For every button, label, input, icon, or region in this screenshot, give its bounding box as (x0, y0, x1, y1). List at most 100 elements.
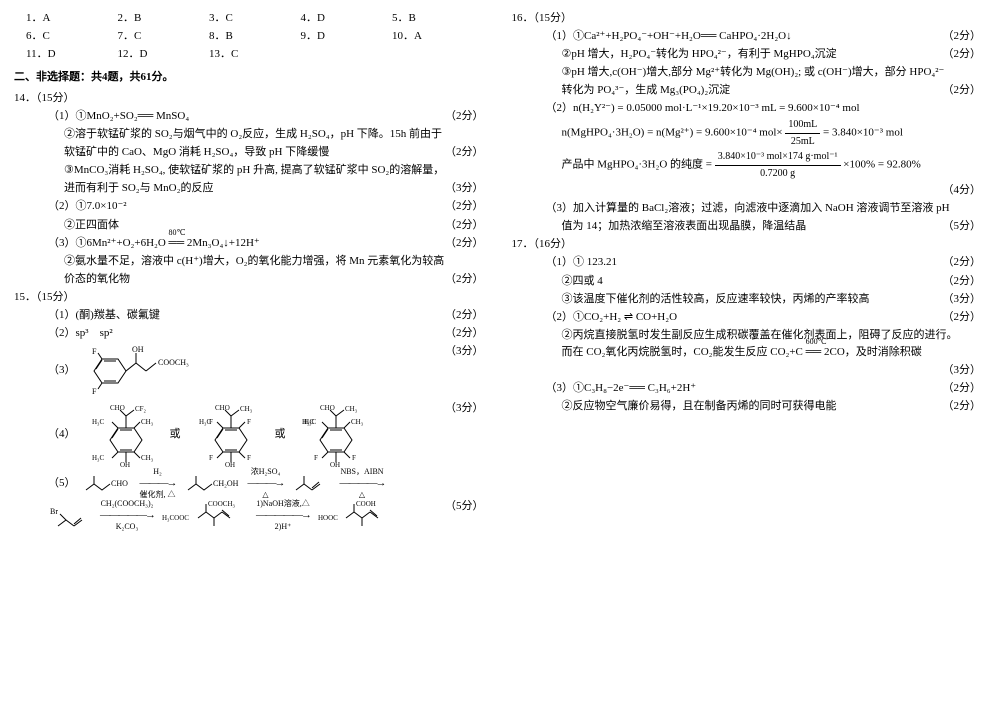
q16-2-1: （2）n(H₂Y²⁻) = 0.05000 mol·L⁻¹×19.20×10⁻³… (512, 100, 982, 117)
svg-text:Br: Br (50, 507, 58, 516)
svg-text:CH₃: CH₃ (240, 405, 253, 413)
svg-text:H₃C: H₃C (92, 418, 104, 426)
svg-text:H₃C: H₃C (302, 418, 314, 426)
q14-2-1: （2）①7.0×10⁻² （2分） (14, 198, 484, 215)
svg-text:OH: OH (120, 461, 130, 468)
eq-lhs: （3）①6Mn²⁺+O₂+6H₂O (48, 237, 166, 249)
structure-4c-icon: CHOH₃CCH₃ H₃CCH₃ FF OH (292, 402, 374, 468)
or-1: 或 (170, 426, 181, 443)
q-text: （3）①6Mn²⁺+O₂+6H₂O 80℃══ 2Mn₃O₄↓+12H⁺ (48, 235, 442, 252)
structure-5d-icon: Br (48, 504, 92, 528)
or-2: 或 (275, 426, 286, 443)
score: （2分） (442, 108, 484, 125)
arrow-top: CH₂(COOCH₃)₂ (100, 498, 154, 510)
q-text: 值为 14；加热浓缩至溶液表面出现晶膜，降温结晶 (562, 218, 940, 235)
q14-number: 14．（15分） (14, 90, 484, 107)
q-text: Br CH₂(COOCH₃)₂—————→K₂CO₃ H₃COOCCOOCH₃ … (48, 500, 442, 532)
label-4: （4） (48, 426, 76, 443)
denominator: 25mL (785, 134, 820, 150)
mc-cell: 11．D (26, 46, 118, 63)
q-text: ②pH 增大，H₂PO₄⁻转化为 HPO₄²⁻，有利于 MgHPO₄沉淀 (562, 46, 940, 63)
score: （4分） (939, 182, 981, 199)
arrow-bot: K₂CO₃ (100, 521, 154, 533)
svg-text:CH₂OH: CH₂OH (213, 479, 239, 488)
structure-3-icon: FF OH COOCH₃ (82, 345, 202, 397)
q16-1-3b: 转化为 PO₄³⁻，生成 Mg₃(PO₄)₂沉淀 （2分） (512, 82, 982, 99)
structure-5b-icon: CH₂OH (184, 472, 240, 496)
eq-lhs: n(MgHPO₄·3H₂O) = n(Mg²⁺) = 9.600×10⁻⁴ mo… (562, 127, 783, 139)
score: （3分） (939, 291, 981, 308)
q-text: （3） FF OH COOCH₃ (48, 345, 442, 397)
svg-text:H₃C: H₃C (92, 454, 104, 462)
svg-text:F: F (92, 387, 97, 396)
q-text: （1）(酮)羰基、碳氟键 (48, 307, 442, 324)
q16-3b: 值为 14；加热浓缩至溶液表面出现晶膜，降温结晶 （5分） (512, 218, 982, 235)
eq-lhs: 产品中 MgHPO₄·3H₂O 的纯度 = (562, 159, 712, 171)
q-text: 软锰矿中的 CaO、MgO 消耗 H₂SO₄，导致 pH 下降缓慢 (64, 144, 442, 161)
q16-number: 16．（15分） (512, 10, 982, 27)
q17-2-score: （3分） (512, 362, 982, 379)
q17-2-1: （2）①CO₂+H₂ ⇌ CO+H₂O （2分） (512, 309, 982, 326)
score: （2分） (939, 254, 981, 271)
q14-1-2a: ②溶于软锰矿浆的 SO₂与烟气中的 O₂反应，生成 H₂SO₄，pH 下降。15… (14, 126, 484, 143)
arrow-top: H₂ (140, 466, 176, 478)
structure-5c-icon (292, 472, 332, 496)
svg-text:F: F (92, 347, 97, 356)
score: （2分） (939, 273, 981, 290)
numerator: 3.840×10⁻³ mol×174 g·mol⁻¹ (715, 149, 841, 166)
q17-3-1: （3）①C₃H₈−2e⁻══ C₃H₆+2H⁺ （2分） (512, 380, 982, 397)
q-text: （1）①Ca²⁺+H₂PO₄⁻+OH⁻+H₂O══ CaHPO₄·2H₂O↓ (546, 28, 940, 45)
score: （2分） (939, 46, 981, 63)
q15-5-line2: Br CH₂(COOCH₃)₂—————→K₂CO₃ H₃COOCCOOCH₃ … (14, 498, 484, 534)
svg-text:COOCH₃: COOCH₃ (208, 500, 236, 508)
denominator: 0.7200 g (715, 166, 841, 182)
svg-text:HOOC: HOOC (318, 514, 338, 522)
svg-text:F: F (247, 418, 251, 426)
score: （2分） (939, 380, 981, 397)
q16-2-3: 产品中 MgHPO₄·3H₂O 的纯度 = 3.840×10⁻³ mol×174… (512, 149, 982, 181)
svg-text:CHO: CHO (111, 479, 128, 488)
eq-rhs: = 3.840×10⁻³ mol (823, 127, 903, 139)
structure-5a-icon: CHO (82, 472, 132, 496)
q15-4: （4） CHOCF₂ H₃CCH₃ H₃CCH₃ OH 或 (14, 400, 484, 470)
q-text: （4） CHOCF₂ H₃CCH₃ H₃CCH₃ OH 或 (48, 402, 442, 468)
mc-cell: 13．C (209, 46, 301, 63)
score: （5分） (939, 218, 981, 235)
eq-rhs: ×100% = 92.80% (843, 159, 920, 171)
svg-text:F: F (209, 418, 213, 426)
svg-text:F: F (352, 454, 356, 462)
eq-temp: 600℃ (806, 336, 822, 348)
mc-cell: 5．B (392, 10, 484, 27)
fraction: 100mL25mL (785, 117, 820, 149)
q16-1-2: ②pH 增大，H₂PO₄⁻转化为 HPO₄²⁻，有利于 MgHPO₄沉淀 （2分… (512, 46, 982, 63)
q15-1: （1）(酮)羰基、碳氟键 （2分） (14, 307, 484, 324)
q14-1-3a: ③MnCO₃消耗 H₂SO₄, 使软锰矿浆的 pH 升高, 提高了软锰矿浆中 S… (14, 162, 484, 179)
arrow-ch2: CH₂(COOCH₃)₂—————→K₂CO₃ (100, 507, 154, 524)
q17-2-2a: ②丙烷直接脱氢时发生副反应生成积碳覆盖在催化剂表面上，阻碍了反应的进行。 (512, 327, 982, 344)
right-column: 16．（15分） （1）①Ca²⁺+H₂PO₄⁻+OH⁻+H₂O══ CaHPO… (498, 0, 995, 705)
svg-text:F: F (247, 454, 251, 462)
q17-2-2b: 而在 CO₂氧化丙烷脱氢时，CO₂能发生反应 CO₂+C 600℃══ 2CO，… (512, 344, 982, 361)
score: （2分） (939, 28, 981, 45)
left-column: 1．A 2．B 3．C 4．D 5．B 6．C 7．C 8．B 9．D 10．A… (0, 0, 498, 705)
svg-text:CF₂: CF₂ (135, 405, 147, 413)
structure-4a-icon: CHOCF₂ H₃CCH₃ H₃CCH₃ OH (82, 402, 164, 468)
numerator: 100mL (785, 117, 820, 134)
mc-cell (301, 46, 393, 63)
q-text: 进而有利于 SO₂与 MnO₂的反应 (64, 180, 442, 197)
q17-number: 17．（16分） (512, 236, 982, 253)
q15-3: （3） FF OH COOCH₃ （3分） (14, 343, 484, 399)
arrow-top: NBS，AIBN (340, 466, 385, 478)
q-text: 转化为 PO₄³⁻，生成 Mg₃(PO₄)₂沉淀 (562, 82, 940, 99)
mc-cell: 3．C (209, 10, 301, 27)
eq-rhs: 2CO，及时消除积碳 (824, 346, 922, 358)
q-text: ②反应物空气廉价易得，且在制备丙烯的同时可获得电能 (562, 398, 940, 415)
score: （3分） (939, 362, 981, 379)
equals-600c: 600℃══ (806, 344, 822, 361)
q-text: ②四或 4 (562, 273, 940, 290)
svg-text:CHO: CHO (215, 404, 230, 412)
q16-2-score: （4分） (512, 182, 982, 199)
q17-1-1: （1）① 123.21 （2分） (512, 254, 982, 271)
label-5: （5） (48, 475, 76, 492)
score: （2分） (442, 307, 484, 324)
